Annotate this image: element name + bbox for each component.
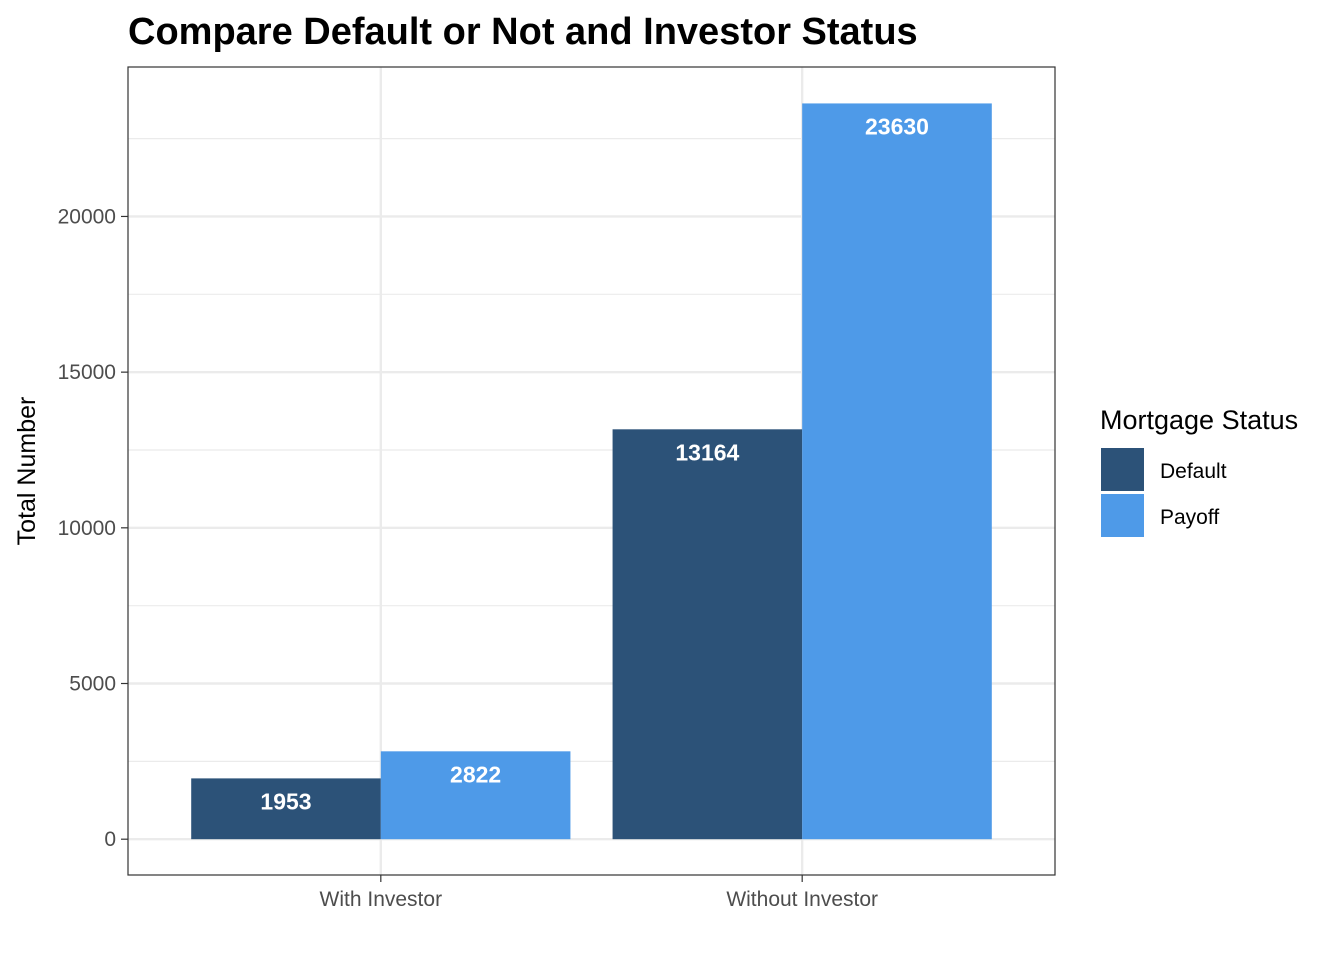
y-axis-title: Total Number bbox=[13, 397, 41, 546]
legend-label: Default bbox=[1160, 460, 1227, 483]
y-axis: 0 5000 10000 15000 20000 bbox=[58, 205, 128, 851]
legend-swatch-payoff bbox=[1101, 494, 1144, 537]
bar-payoff bbox=[380, 751, 571, 840]
legend-label: Payoff bbox=[1160, 506, 1219, 529]
bar-payoff bbox=[802, 103, 992, 840]
legend-swatch-default bbox=[1101, 448, 1144, 491]
bar-default bbox=[191, 778, 381, 840]
legend-items: Default Payoff bbox=[1101, 448, 1227, 537]
x-tick-label: Without Investor bbox=[726, 888, 878, 911]
bar-data-label: 13164 bbox=[675, 439, 739, 465]
x-tick-label: With Investor bbox=[320, 888, 443, 911]
bar-data-labels: 1953 13164 2822 23630 bbox=[260, 113, 929, 814]
y-tick-label: 10000 bbox=[58, 517, 116, 540]
legend-title: Mortgage Status bbox=[1100, 405, 1298, 435]
bar-data-label: 1953 bbox=[260, 788, 311, 814]
plot-border bbox=[127, 66, 1056, 876]
bars bbox=[191, 103, 992, 840]
y-tick-label: 5000 bbox=[69, 673, 116, 696]
y-tick-label: 20000 bbox=[58, 205, 116, 228]
legend: Mortgage Status Default Payoff bbox=[1100, 405, 1298, 537]
chart-title: Compare Default or Not and Investor Stat… bbox=[128, 11, 918, 53]
bar-data-label: 23630 bbox=[865, 113, 929, 139]
y-tick-label: 0 bbox=[104, 828, 116, 851]
y-tick-label: 15000 bbox=[58, 361, 116, 384]
bar-default bbox=[612, 429, 803, 840]
x-axis: With Investor Without Investor bbox=[320, 875, 878, 911]
bar-data-label: 2822 bbox=[450, 761, 501, 787]
